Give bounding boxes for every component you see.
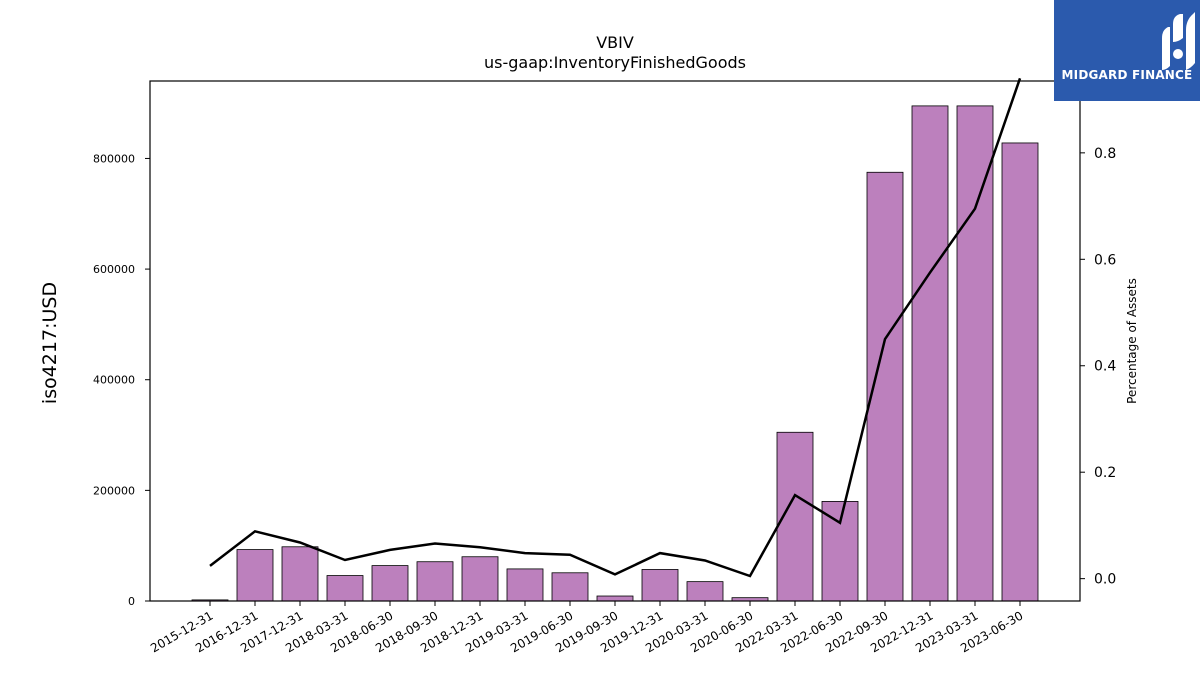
bar-2018-09-30 (416, 561, 454, 602)
bar-2019-12-31 (641, 569, 679, 602)
bar-2020-03-31 (686, 581, 724, 602)
series-line-percentage (209, 77, 1022, 578)
y-tick-label: 0 (128, 595, 135, 608)
bar-2019-03-31 (506, 568, 544, 602)
y-tick-label: 600000 (93, 263, 135, 276)
y2-tick-label: 0.6 (1094, 252, 1116, 268)
logo-mark-icon (1162, 12, 1195, 70)
midgard-finance-logo: MIDGARD FINANCE (1054, 0, 1200, 101)
y-tick-label: 400000 (93, 374, 135, 387)
bar-2019-06-30 (551, 572, 589, 602)
bar-2019-09-30 (596, 595, 634, 602)
chart-title: VBIV (596, 33, 634, 52)
y-tick-label: 200000 (93, 484, 135, 497)
y2-tick-label: 0.8 (1094, 146, 1116, 162)
bars-group (191, 105, 1039, 602)
y2-tick-label: 0.2 (1094, 465, 1116, 481)
y2-tick-label: 0.0 (1094, 572, 1116, 588)
y2-tick-label: 0.4 (1094, 359, 1116, 375)
bar-2023-03-31 (956, 105, 994, 602)
bar-2018-12-31 (461, 556, 499, 602)
logo-text: MIDGARD FINANCE (1061, 68, 1193, 82)
y-tick-label: 800000 (93, 152, 135, 165)
y-axis-label: iso4217:USD (39, 282, 61, 404)
y2-axis-label: Percentage of Assets (1125, 278, 1139, 404)
chart-subtitle: us-gaap:InventoryFinishedGoods (484, 53, 746, 72)
bar-2016-12-31 (236, 549, 274, 602)
bar-2018-06-30 (371, 565, 409, 602)
bar-2017-12-31 (281, 546, 319, 602)
bar-2023-06-30 (1001, 142, 1039, 602)
bar-2022-12-31 (911, 105, 949, 602)
bar-2018-03-31 (326, 575, 364, 602)
